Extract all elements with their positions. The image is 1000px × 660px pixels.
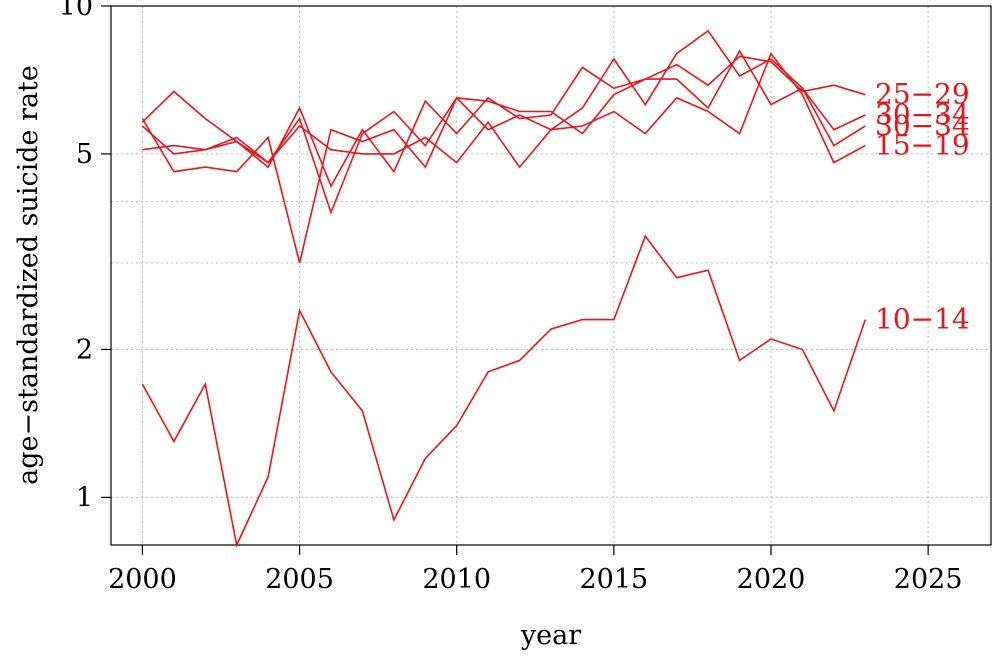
series-end-label: 30−34 [875, 98, 970, 131]
series-lines [141, 29, 867, 548]
x-axis-title: year [520, 620, 581, 651]
series-line [142, 55, 866, 188]
y-tick-label: 5 [76, 139, 93, 170]
grid-lines [111, 5, 991, 545]
series-end-label: 15−19 [875, 129, 970, 162]
x-tick-label: 2015 [579, 564, 648, 595]
y-tick-label: 2 [76, 334, 93, 365]
y-tick-label: 1 [76, 482, 93, 513]
series-line [141, 49, 866, 215]
x-tick-label: 2025 [894, 564, 963, 595]
plot-frame [110, 5, 992, 546]
series-end-label: 25−29 [875, 78, 970, 111]
series-end-label: 10−14 [875, 303, 970, 336]
y-tick-label: 10 [59, 0, 93, 22]
series-line [141, 51, 866, 264]
axes: 2000 2005 2010 2015 2020 2025 1 2 5 10 [59, 0, 963, 595]
x-tick-label: 2010 [422, 564, 491, 595]
x-tick-label: 2020 [737, 564, 806, 595]
x-tick-label: 2000 [108, 564, 177, 595]
series-line [141, 29, 866, 169]
series-end-label: 30−34 [875, 109, 970, 142]
series-line [141, 234, 867, 548]
y-axis-title: age−standardized suicide rate [13, 65, 44, 485]
x-tick-label: 2005 [265, 564, 334, 595]
